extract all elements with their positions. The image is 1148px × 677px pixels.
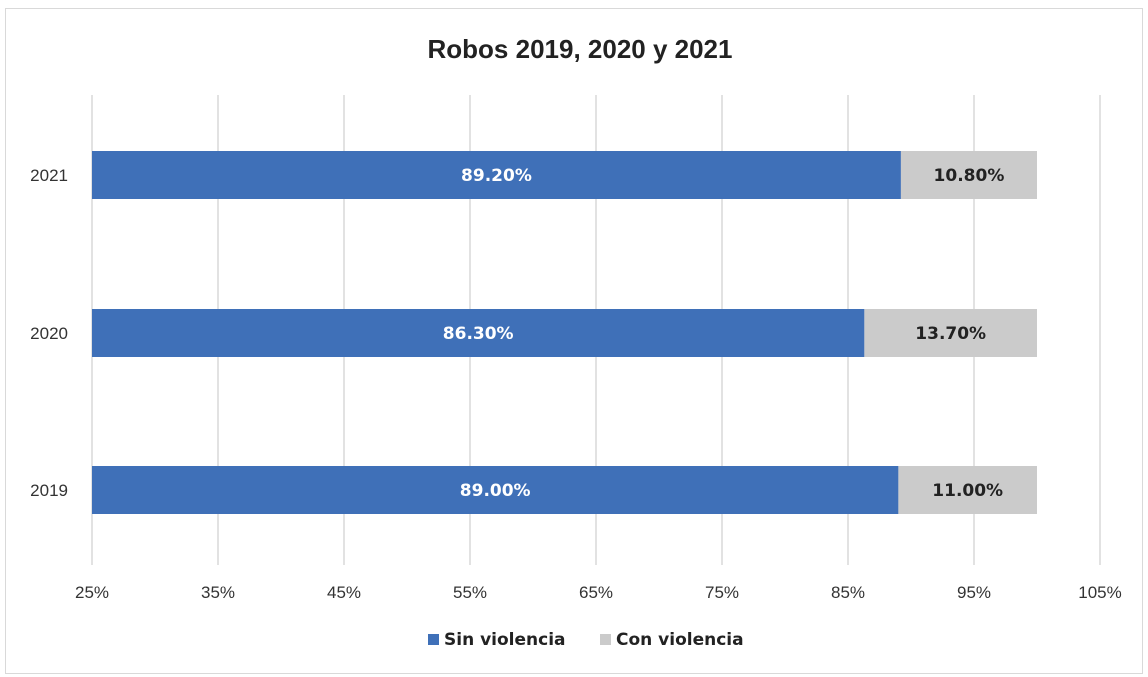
legend-label: Sin violencia (444, 630, 566, 650)
bar-sin-violencia (92, 466, 899, 514)
x-tick-label: 45% (327, 583, 361, 602)
y-category-label: 2021 (30, 166, 68, 185)
x-tick-label: 35% (201, 583, 235, 602)
legend-swatch (428, 634, 439, 645)
x-tick-label: 105% (1078, 583, 1121, 602)
data-label: 10.80% (934, 166, 1005, 186)
x-tick-label: 95% (957, 583, 991, 602)
data-label: 13.70% (915, 324, 986, 344)
data-label: 86.30% (443, 324, 514, 344)
data-label: 89.00% (460, 481, 531, 501)
x-tick-label: 55% (453, 583, 487, 602)
data-label: 11.00% (932, 481, 1003, 501)
legend-label: Con violencia (616, 630, 744, 650)
bar-con-violencia (864, 309, 1037, 357)
x-tick-label: 75% (705, 583, 739, 602)
x-tick-label: 65% (579, 583, 613, 602)
bars: 89.20% 10.80% 86.30% 13.70% 89.00% 11.00% (92, 151, 1037, 514)
y-axis-categories: 2021 2020 2019 (30, 166, 68, 500)
bar-sin-violencia (92, 151, 901, 199)
chart-title: Robos 2019, 2020 y 2021 (428, 34, 733, 64)
legend-swatch (600, 634, 611, 645)
y-category-label: 2019 (30, 481, 68, 500)
x-tick-label: 25% (75, 583, 109, 602)
y-category-label: 2020 (30, 324, 68, 343)
data-label: 89.20% (461, 166, 532, 186)
x-axis-ticks: 25% 35% 45% 55% 65% 75% 85% 95% 105% (75, 583, 1122, 602)
bar-con-violencia (898, 466, 1037, 514)
bar-sin-violencia (92, 309, 865, 357)
legend: Sin violencia Con violencia (428, 630, 744, 650)
bar-con-violencia (900, 151, 1037, 199)
x-tick-label: 85% (831, 583, 865, 602)
